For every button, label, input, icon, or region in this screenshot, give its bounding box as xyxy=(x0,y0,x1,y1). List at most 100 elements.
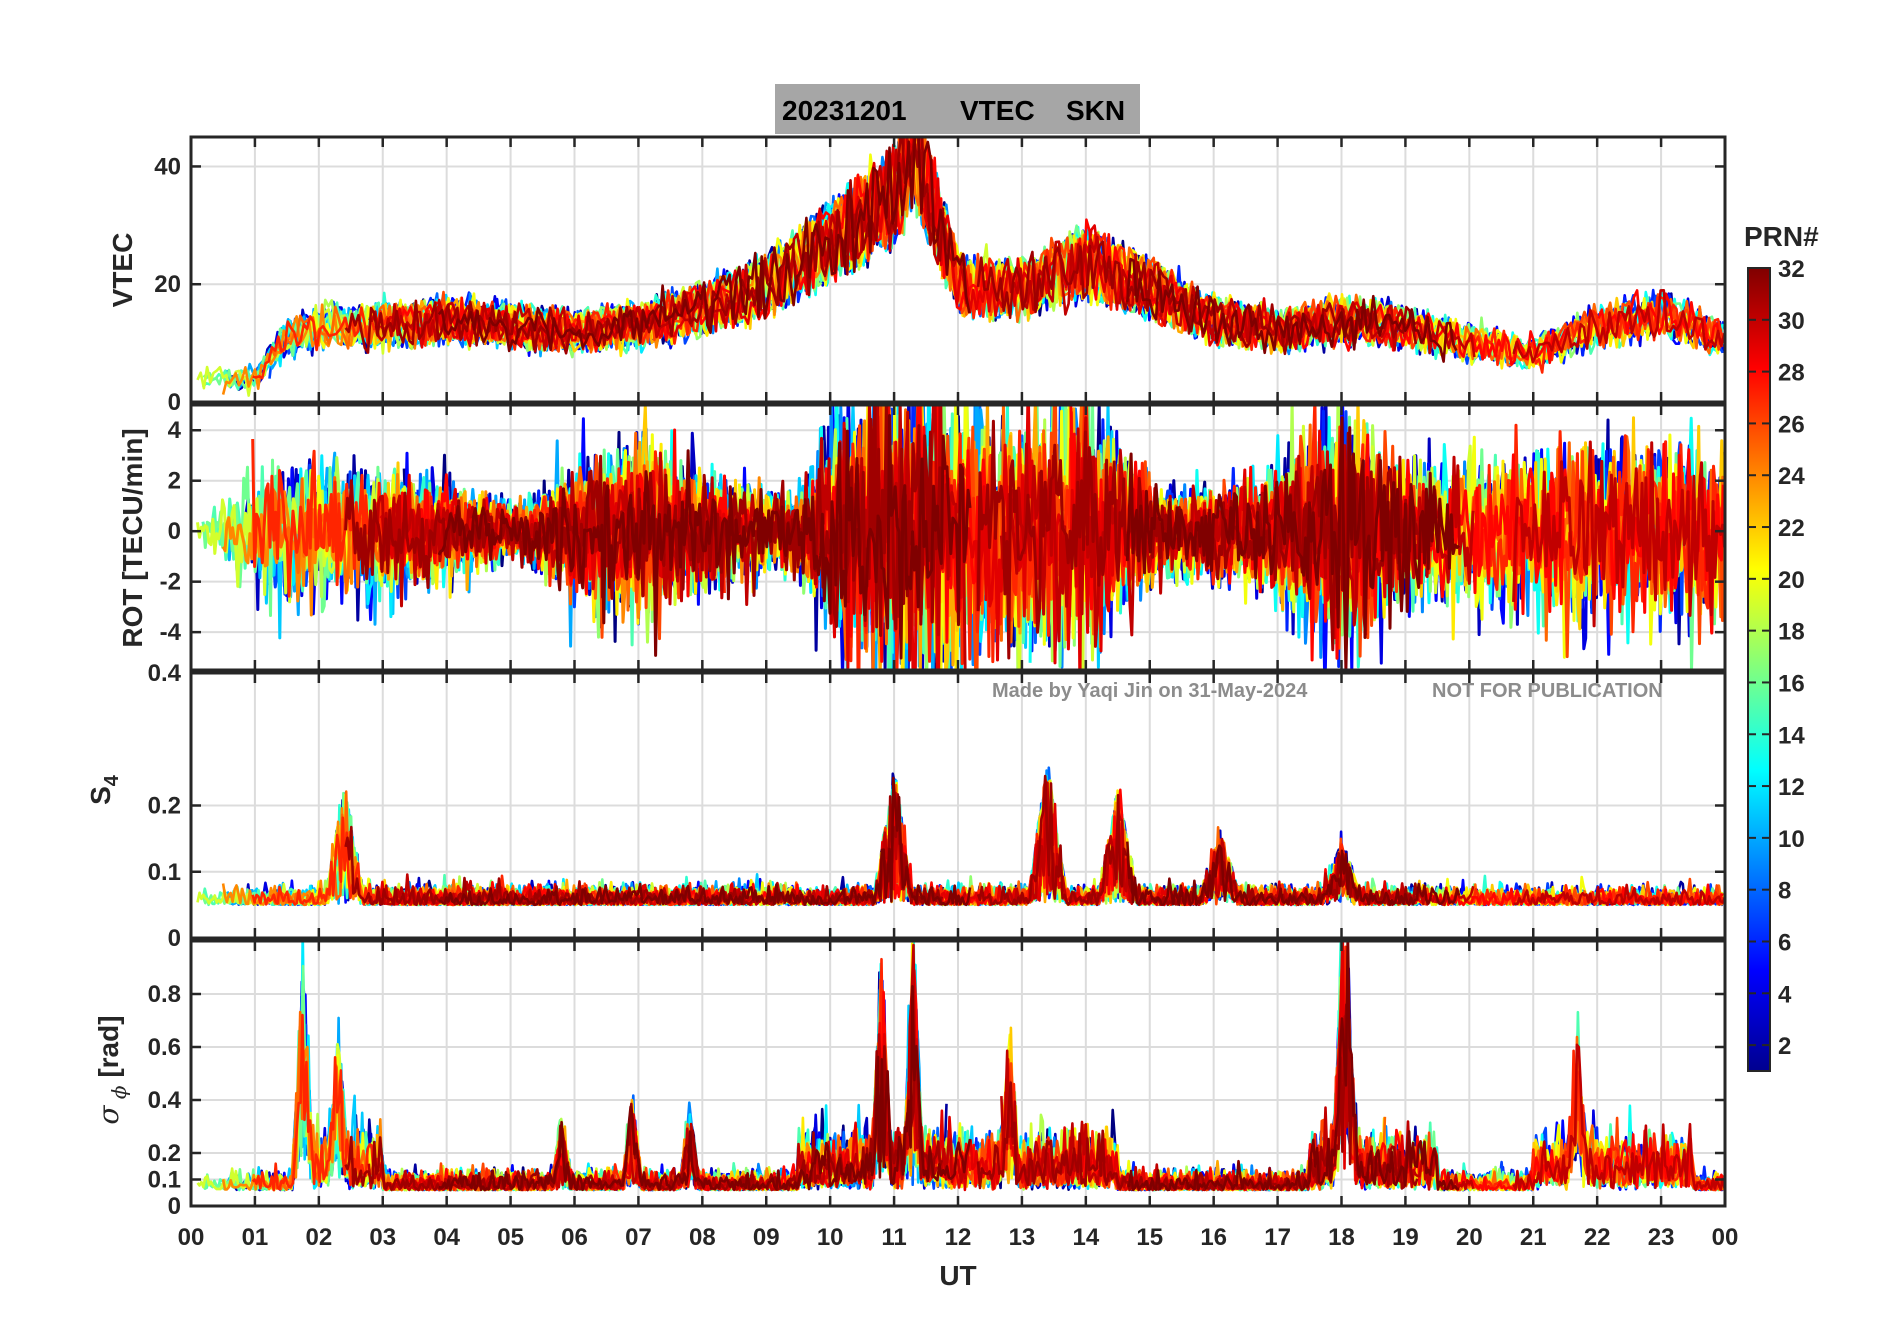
title-station: SKN xyxy=(1066,95,1125,126)
s4-panel: 0 0.1 0.2 0.4 xyxy=(148,660,1727,952)
x-tick-label: 21 xyxy=(1520,1224,1547,1251)
x-tick-label: 08 xyxy=(689,1224,716,1251)
rot-ytick-label: -4 xyxy=(160,619,182,646)
vtec-trace-prn-32 xyxy=(1126,257,1458,363)
s4-ytick-label: 0 xyxy=(168,925,181,952)
colorbar-tick-label: 22 xyxy=(1778,515,1805,542)
colorbar-tick-label: 16 xyxy=(1778,670,1805,697)
title-background xyxy=(775,84,1140,134)
rot-trace-prn-30 xyxy=(367,405,967,670)
s4-trace-prn-30 xyxy=(1513,883,1725,907)
x-tick-label: 11 xyxy=(881,1224,906,1251)
x-tick-label: 03 xyxy=(369,1224,396,1251)
colorbar-tick-label: 12 xyxy=(1778,774,1805,801)
title-quantity: VTEC xyxy=(960,95,1035,126)
colorbar-tick-label: 26 xyxy=(1778,411,1805,438)
colorbar-tick-label: 28 xyxy=(1778,360,1805,387)
sigma_phi-trace-prn-32 xyxy=(438,985,972,1192)
s4-trace-prn-31 xyxy=(344,793,944,907)
watermark-author: Made by Yaqi Jin on 31-May-2024 xyxy=(992,680,1308,702)
x-tick-label: 00 xyxy=(178,1224,205,1251)
vtec-ytick-label: 40 xyxy=(154,153,181,180)
s4-ytick-label: 0.1 xyxy=(148,859,181,886)
s4-frame xyxy=(189,671,1727,940)
rot-trace-prn-32 xyxy=(437,414,972,660)
title-date: 20231201 xyxy=(782,95,907,126)
vtec-trace-prn-30 xyxy=(1512,289,1725,364)
x-tick-label: 04 xyxy=(433,1224,460,1251)
rot-ytick-label: 2 xyxy=(168,468,181,495)
rot-traces xyxy=(196,405,1725,670)
x-tick-label: 18 xyxy=(1328,1224,1355,1251)
s4-axis-title: S4 xyxy=(85,774,123,805)
sigma_phi-trace-prn-32 xyxy=(1127,941,1460,1192)
sigma-phi-panel: 00.10.2 0.4 0.6 0.8 xyxy=(148,939,1727,1220)
sigma_phi-ytick-label: 0 xyxy=(168,1193,181,1220)
colorbar-tick-label: 14 xyxy=(1778,722,1805,749)
x-tick-label: 05 xyxy=(497,1224,524,1251)
colorbar-tick-label: 30 xyxy=(1778,308,1805,335)
x-tick-label: 06 xyxy=(561,1224,588,1251)
rot-ytick-label: 4 xyxy=(168,417,182,444)
x-tick-label: 02 xyxy=(305,1224,332,1251)
s4-ytick-label: 0.2 xyxy=(148,793,181,820)
sigma_phi-trace-prn-30 xyxy=(1512,1043,1725,1192)
x-tick-label: 17 xyxy=(1264,1224,1291,1251)
x-axis-title: UT xyxy=(939,1260,976,1291)
sigma_phi-ytick-label: 0.8 xyxy=(148,981,181,1008)
colorbar-tick-label: 6 xyxy=(1778,929,1791,956)
watermark-notice: NOT FOR PUBLICATION xyxy=(1432,680,1663,702)
rot-panel: -4 -2 0 2 4 xyxy=(160,403,1727,672)
x-tick-label: 12 xyxy=(945,1224,972,1251)
x-tick-label: 10 xyxy=(817,1224,844,1251)
colorbar-title: PRN# xyxy=(1744,221,1819,252)
rot-ytick-label: -2 xyxy=(160,569,181,596)
s4-axis-title-sub: 4 xyxy=(101,774,123,786)
vtec-panel: 0 20 40 xyxy=(154,135,1727,416)
rot-trace-prn-30 xyxy=(1512,440,1725,628)
x-tick-label: 13 xyxy=(1009,1224,1036,1251)
sigma_phi-frame xyxy=(189,939,1727,1208)
s4-ytick-label: 0.4 xyxy=(148,660,182,687)
colorbar-tick-label: 2 xyxy=(1778,1033,1791,1060)
rot-ytick-label: 0 xyxy=(168,518,181,545)
x-tick-label: 19 xyxy=(1392,1224,1419,1251)
vtec-frame xyxy=(189,135,1727,404)
vtec-ytick-label: 20 xyxy=(154,271,181,298)
s4-trace-prn-31 xyxy=(976,774,1419,907)
x-tick-label: 16 xyxy=(1200,1224,1227,1251)
x-tick-label: 00 xyxy=(1712,1224,1739,1251)
colorbar-tick-label: 24 xyxy=(1778,463,1805,490)
sigma_phi-traces xyxy=(196,941,1725,1192)
title-box: 20231201 VTEC SKN xyxy=(775,84,1140,134)
colorbar-tick-label: 32 xyxy=(1778,256,1805,283)
vtec-trace-prn-31 xyxy=(976,240,1418,356)
sigma-phi-axis-title: σ ϕ [rad] xyxy=(92,1015,131,1124)
sigma_phi-ytick-label: 0.4 xyxy=(148,1087,182,1114)
colorbar-tick-label: 18 xyxy=(1778,619,1805,646)
colorbar-tick-label: 8 xyxy=(1778,878,1791,905)
sigma_phi-ytick-label: 0.6 xyxy=(148,1034,181,1061)
colorbar-tick-label: 20 xyxy=(1778,567,1805,594)
vtec-trace-prn-32 xyxy=(437,137,971,353)
s4-trace-prn-32 xyxy=(1126,841,1461,907)
vtec-axis-title: VTEC xyxy=(107,233,138,308)
s4-trace-prn-32 xyxy=(438,776,972,907)
rot-trace-prn-32 xyxy=(1125,416,1461,670)
x-tick-label: 09 xyxy=(753,1224,780,1251)
x-tick-label: 07 xyxy=(625,1224,652,1251)
s4-trace-prn-30 xyxy=(367,801,967,907)
x-tick-label: 20 xyxy=(1456,1224,1483,1251)
s4-axis-title-main: S xyxy=(85,786,116,805)
vtec-trace-prn-28 xyxy=(1069,218,1567,366)
x-tick-label: 15 xyxy=(1136,1224,1163,1251)
s4-traces xyxy=(196,766,1725,907)
rot-frame xyxy=(189,403,1727,672)
x-axis-tick-labels: 00 01 02 03 04 05 06 07 08 09 10 11 12 13 14 15 16 17 18 19… xyxy=(178,1224,1739,1251)
svg-text:S4: S4 xyxy=(85,774,123,805)
rot-axis-title: ROT [TECU/min] xyxy=(117,428,148,647)
x-tick-label: 23 xyxy=(1648,1224,1675,1251)
